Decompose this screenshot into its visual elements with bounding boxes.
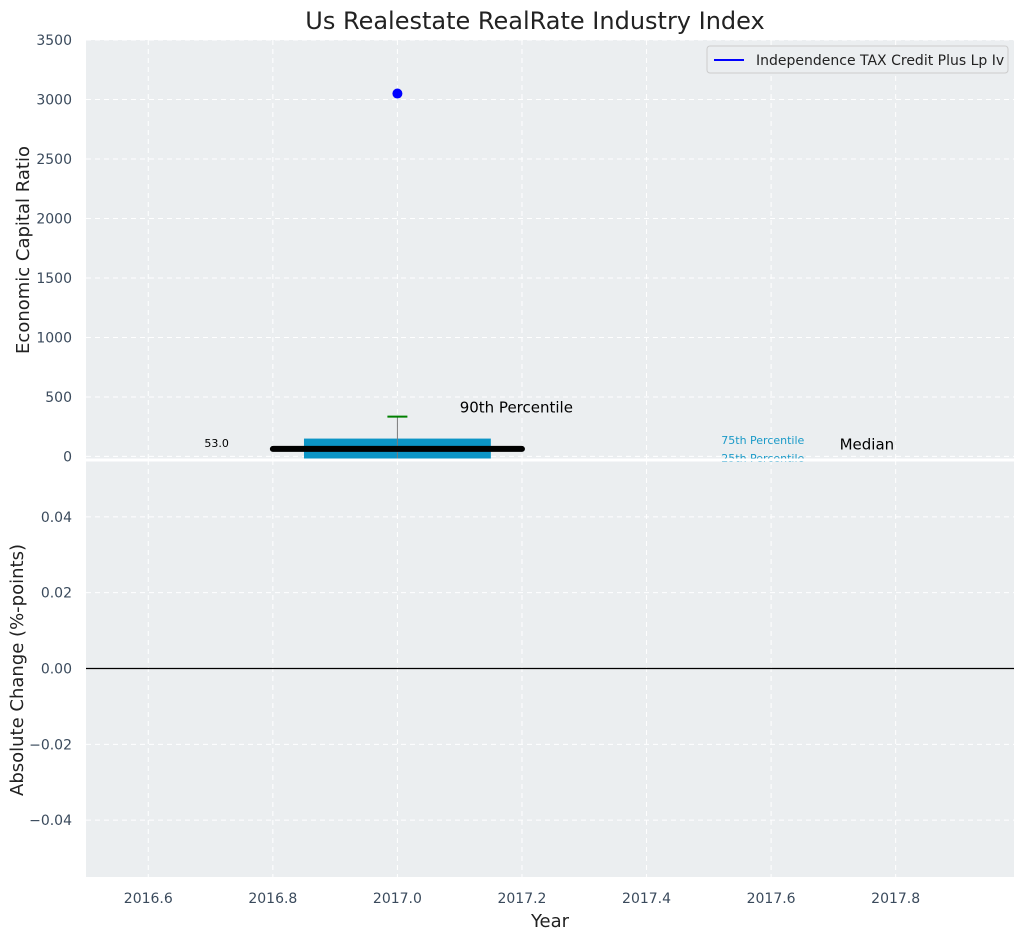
annotation-label: 90th Percentile bbox=[460, 398, 573, 416]
outlier-point bbox=[392, 88, 403, 99]
x-tick-label: 2016.8 bbox=[248, 891, 297, 907]
bottom-y-axis-label: Absolute Change (%-points) bbox=[7, 544, 28, 796]
x-tick-label: 2017.8 bbox=[871, 891, 920, 907]
top-y-tick-label: 3000 bbox=[36, 92, 72, 108]
top-y-tick-label: 2500 bbox=[36, 152, 72, 168]
legend: Independence TAX Credit Plus Lp Iv bbox=[706, 45, 1009, 74]
x-ticks: 2016.6 2016.8 2017.0 2017.2 2017.4 2017.6 2017… bbox=[124, 891, 920, 907]
annotation-label: 25th Percentile bbox=[721, 452, 804, 465]
annotation-label: 75th Percentile bbox=[721, 434, 804, 447]
top-plot-area bbox=[86, 40, 1014, 460]
top-y-tick-label: 500 bbox=[45, 390, 72, 406]
annotation-label: Median bbox=[840, 435, 895, 453]
bottom-y-tick-label: 0.04 bbox=[41, 510, 72, 526]
x-tick-label: 2017.0 bbox=[373, 891, 422, 907]
top-y-tick-label: 2000 bbox=[36, 211, 72, 227]
x-tick-label: 2017.6 bbox=[747, 891, 796, 907]
x-tick-label: 2016.6 bbox=[124, 891, 173, 907]
top-y-tick-label: 3500 bbox=[36, 33, 72, 49]
bottom-y-tick-label: −0.02 bbox=[29, 737, 72, 753]
bottom-y-ticks: 0.04 0.02 0.00 −0.02 −0.04 bbox=[29, 510, 72, 829]
bottom-y-tick-label: 0.02 bbox=[41, 586, 72, 602]
box-plot: 53.0 bbox=[204, 88, 525, 460]
top-y-ticks: 0 500 1000 1500 2000 2500 3000 3500 bbox=[36, 33, 72, 465]
bottom-y-tick-label: −0.04 bbox=[29, 813, 72, 829]
chart-title: Us Realestate RealRate Industry Index bbox=[305, 7, 764, 35]
top-y-tick-label: 1500 bbox=[36, 271, 72, 287]
legend-entry: Independence TAX Credit Plus Lp Iv bbox=[756, 53, 1004, 69]
top-y-axis-label: Economic Capital Ratio bbox=[13, 146, 34, 354]
legend-box bbox=[706, 45, 1009, 74]
x-axis-label: Year bbox=[530, 911, 570, 932]
bottom-y-tick-label: 0.00 bbox=[41, 662, 72, 678]
median-value-label: 53.0 bbox=[204, 437, 229, 450]
annotations: 90th Percentile 75th Percentile 25th Perce… bbox=[460, 398, 894, 464]
x-tick-label: 2017.4 bbox=[622, 891, 671, 907]
top-y-tick-label: 0 bbox=[63, 449, 72, 465]
bottom-grid bbox=[86, 460, 1014, 877]
x-tick-label: 2017.2 bbox=[497, 891, 546, 907]
top-grid bbox=[86, 39, 1014, 460]
top-y-tick-label: 1000 bbox=[36, 330, 72, 346]
